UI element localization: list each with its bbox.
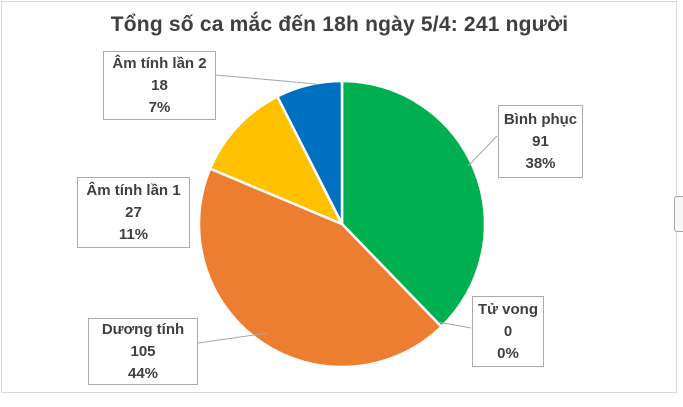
label-percent: 7%	[148, 98, 171, 116]
label-percent: 11%	[118, 225, 149, 243]
label-value: 105	[130, 342, 156, 360]
pie-slice-3[interactable]	[208, 95, 344, 226]
leader-line-duong-tinh	[197, 332, 269, 344]
label-percent: 38%	[525, 154, 556, 172]
label-category: Dương tính	[101, 320, 185, 338]
data-label-am-tinh-lan-1[interactable]: Âm tính lần 1 27 11%	[77, 177, 190, 248]
label-category: Tử vong	[477, 300, 539, 318]
label-value: 27	[125, 203, 142, 221]
label-category: Âm tính lần 1	[86, 181, 181, 199]
data-label-tu-vong[interactable]: Tử vong 0 0%	[472, 296, 544, 367]
label-category: Âm tính lần 2	[112, 54, 207, 72]
pie-slices	[197, 79, 487, 369]
leader-line-binh-phuc	[467, 135, 498, 167]
label-percent: 0%	[497, 344, 519, 362]
pie-slice-2[interactable]	[197, 167, 443, 369]
label-percent: 44%	[127, 364, 159, 382]
label-value: 18	[151, 76, 168, 94]
label-category: Bình phục	[503, 110, 578, 128]
label-value: 0	[503, 322, 513, 340]
label-value: 91	[532, 132, 549, 150]
pie-slice-4[interactable]	[276, 79, 344, 226]
chart-title: Tổng số ca mắc đến 18h ngày 5/4: 241 ngư…	[110, 13, 569, 36]
right-edge-panel-handle[interactable]	[674, 196, 683, 232]
pie-slice-0[interactable]	[340, 79, 487, 328]
data-label-am-tinh-lan-2[interactable]: Âm tính lần 2 18 7%	[103, 51, 216, 120]
data-label-duong-tinh[interactable]: Dương tính 105 44%	[88, 318, 198, 385]
leader-line-tu-vong	[437, 321, 472, 329]
data-label-binh-phuc[interactable]: Bình phục 91 38%	[498, 105, 583, 178]
leader-line-am-tinh-lan-2	[215, 74, 317, 85]
